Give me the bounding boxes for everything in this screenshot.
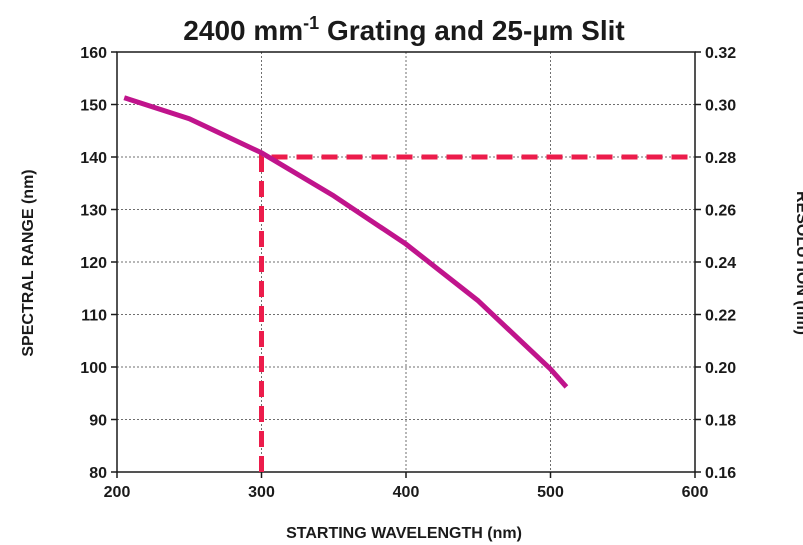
x-tick-label: 400 xyxy=(393,484,420,501)
y-tick-label: 100 xyxy=(80,360,107,377)
y2-tick-label: 0.22 xyxy=(705,308,736,325)
y-axis-label: SPECTRAL RANGE (nm) xyxy=(20,169,37,356)
y2-tick-label: 0.28 xyxy=(705,150,736,167)
y-tick-label: 150 xyxy=(80,98,107,115)
y2-axis-label: RESOLUTION (nm) xyxy=(793,191,803,335)
dashed-guide-line xyxy=(259,154,695,472)
x-tick-label: 600 xyxy=(682,484,709,501)
spectral-range-curve xyxy=(123,95,569,389)
y2-tick-label: 0.30 xyxy=(705,98,736,115)
series-layer xyxy=(123,95,695,472)
y-tick-label: 160 xyxy=(80,45,107,62)
y-tick-label: 80 xyxy=(89,465,107,482)
y-tick-label: 90 xyxy=(89,413,107,430)
y2-tick-label: 0.18 xyxy=(705,413,736,430)
grid xyxy=(117,52,695,472)
y-tick-label: 110 xyxy=(81,308,107,325)
chart-title: 2400 mm-1 Grating and 25-µm Slit xyxy=(183,13,624,46)
y-tick-label: 120 xyxy=(80,255,107,272)
x-axis-label: STARTING WAVELENGTH (nm) xyxy=(286,525,522,542)
y2-tick-label: 0.32 xyxy=(705,45,736,62)
x-tick-label: 200 xyxy=(104,484,131,501)
y2-tick-label: 0.20 xyxy=(705,360,736,377)
y-tick-label: 140 xyxy=(80,150,107,167)
y2-tick-label: 0.26 xyxy=(705,203,736,220)
ticks: 200 300 400 500 600 80 90 100 110 120 130 140 150 160… xyxy=(80,45,736,501)
x-tick-label: 500 xyxy=(537,484,564,501)
y2-tick-label: 0.16 xyxy=(705,465,736,482)
y2-tick-label: 0.24 xyxy=(705,255,736,272)
y-tick-label: 130 xyxy=(80,203,107,220)
x-tick-label: 300 xyxy=(248,484,275,501)
